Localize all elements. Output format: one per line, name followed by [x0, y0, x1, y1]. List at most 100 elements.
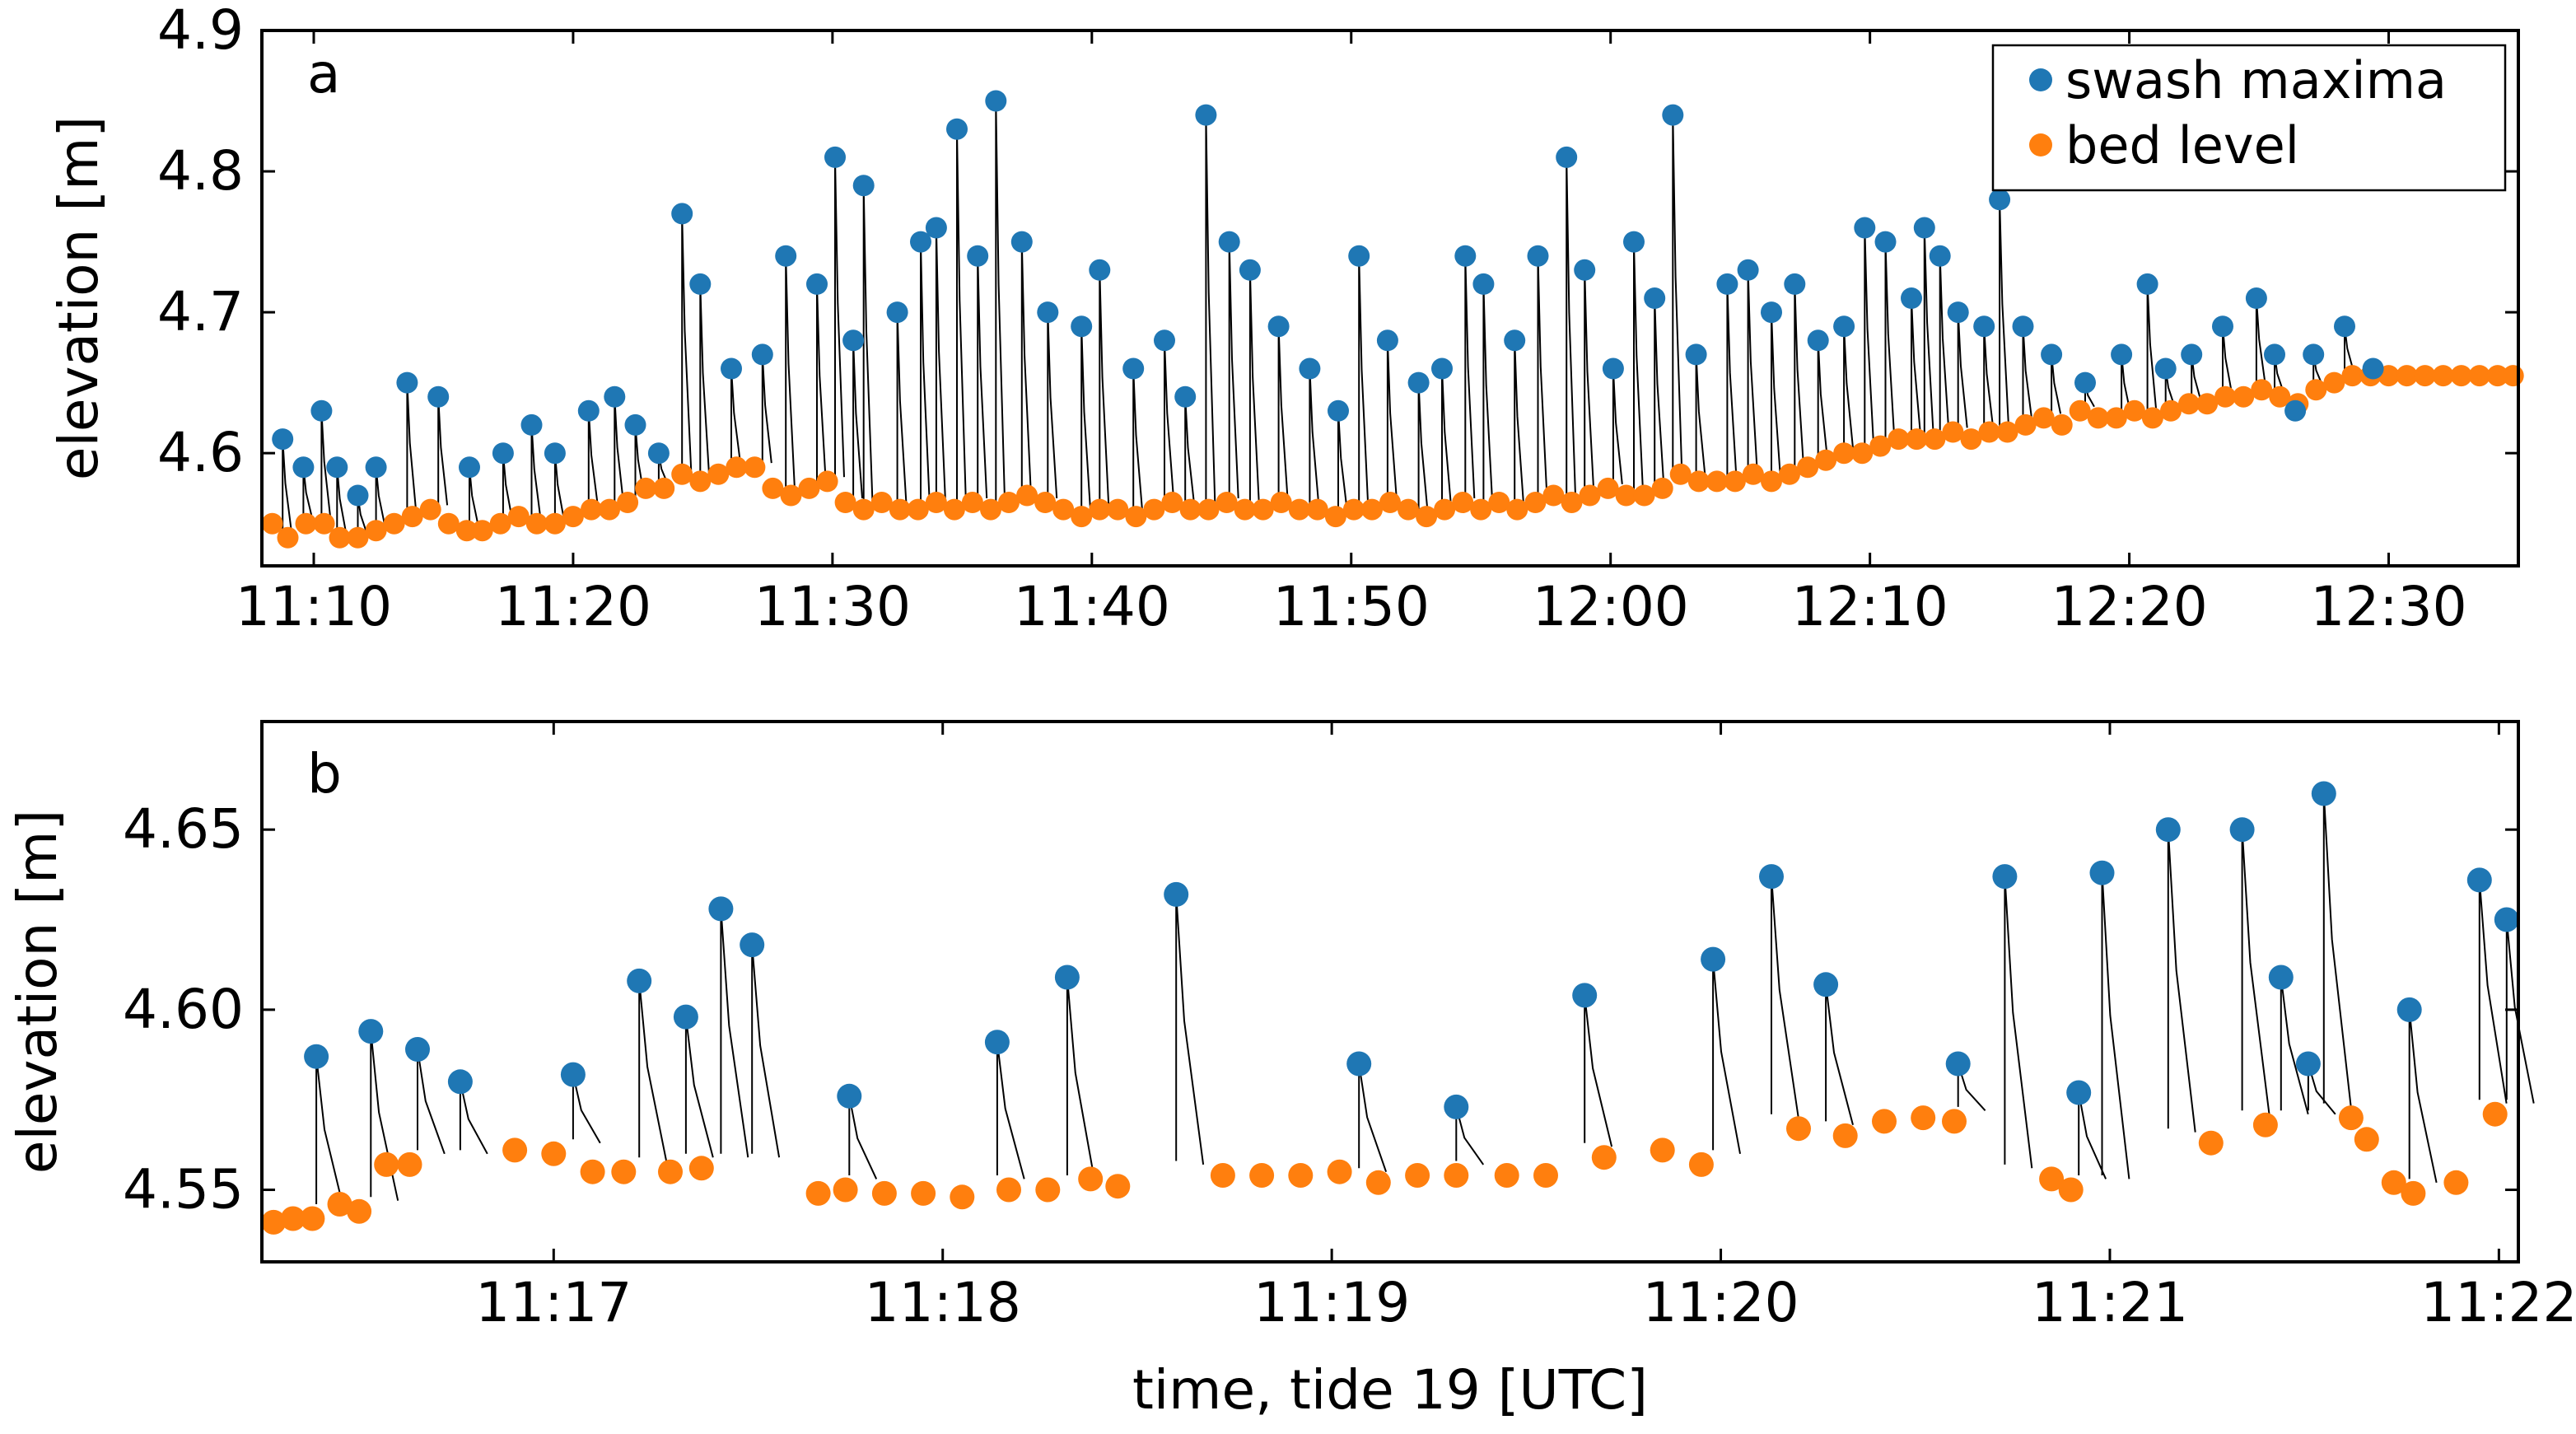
swash-trace — [1566, 156, 1577, 498]
swash-maximum-point — [2311, 781, 2336, 806]
bed-level-point — [1125, 506, 1147, 528]
bed-level-point — [1651, 477, 1673, 499]
bed-level-point — [2450, 365, 2472, 387]
swash-trace — [2241, 829, 2270, 1114]
bed-level-point — [870, 492, 893, 513]
bed-level-point — [1288, 1163, 1314, 1188]
swash-trace — [1726, 283, 1738, 478]
swash-trace — [2191, 354, 2202, 400]
swash-maximum-point — [925, 217, 947, 239]
bed-level-point — [1089, 498, 1111, 521]
bed-level-point — [1361, 498, 1383, 521]
bed-level-point — [1591, 1145, 1617, 1170]
swash-maximum-point — [1574, 259, 1596, 281]
bed-level-point — [2196, 393, 2219, 415]
bed-level-point — [295, 512, 317, 535]
legend-swash-maxima-marker — [2029, 68, 2052, 91]
swash-trace — [1175, 894, 1205, 1165]
swash-maximum-point — [1973, 315, 1995, 338]
swash-maximum-point — [1037, 301, 1059, 324]
bed-level-point — [419, 498, 441, 521]
bed-level-point — [1034, 492, 1057, 513]
bed-level-point — [1365, 1170, 1391, 1195]
swash-trace — [862, 185, 874, 506]
bed-level-point — [2251, 379, 2273, 401]
swash-trace — [1337, 410, 1348, 513]
bed-level-point — [911, 1180, 936, 1206]
swash-maximum-point — [544, 442, 566, 465]
y-tick-label: 4.6 — [157, 421, 244, 484]
bed-level-point — [507, 506, 530, 528]
swash-trace — [315, 1056, 344, 1208]
swash-trace — [1099, 269, 1110, 506]
swash-maximum-point — [447, 1069, 473, 1095]
x-tick-label: 12:30 — [2310, 575, 2466, 638]
swash-trace — [2121, 354, 2132, 414]
swash-trace — [1537, 255, 1548, 498]
swash-trace — [1695, 354, 1706, 478]
swash-trace — [459, 1081, 488, 1155]
bed-level-point — [1911, 1105, 1936, 1131]
swash-trace — [1817, 340, 1828, 456]
bed-level-point — [871, 1180, 897, 1206]
swash-trace — [2004, 876, 2033, 1169]
swash-maximum-point — [2245, 287, 2267, 309]
swash-maximum-point — [1527, 245, 1549, 267]
swash-maximum-point — [1122, 357, 1145, 380]
swash-maximum-point — [2154, 357, 2177, 380]
swash-maximum-point — [1328, 399, 1349, 422]
swash-trace — [282, 439, 293, 534]
swash-trace — [1884, 241, 1896, 442]
swash-trace — [730, 368, 741, 464]
swash-maximum-point — [1989, 189, 2011, 211]
swash-maximum-point — [1348, 245, 1370, 267]
swash-trace — [751, 945, 781, 1158]
bed-level-point — [2486, 365, 2508, 387]
swash-maximum-point — [310, 399, 333, 422]
swash-maximum-point — [1267, 315, 1290, 338]
bed-level-point — [489, 512, 511, 535]
swash-trace — [1066, 977, 1095, 1179]
swash-trace — [1983, 326, 1995, 428]
swash-trace — [1386, 340, 1398, 498]
bed-level-point — [816, 470, 838, 493]
y-tick-label: 4.55 — [123, 1158, 244, 1221]
bed-level-point — [1906, 428, 1928, 451]
bed-level-point — [1107, 498, 1129, 521]
bed-level-point — [261, 1209, 287, 1235]
swash-maximum-point — [708, 896, 734, 922]
bed-level-point — [541, 1141, 567, 1166]
panel-a-label: a — [307, 42, 340, 105]
x-tick-label: 11:19 — [1253, 1271, 1410, 1334]
swash-trace — [2051, 354, 2062, 414]
bed-level-point — [744, 456, 766, 479]
bed-level-point — [544, 512, 566, 535]
swash-maximum-point — [1685, 343, 1707, 366]
swash-maximum-point — [2362, 357, 2384, 380]
bed-level-point — [1542, 484, 1565, 507]
swash-trace — [977, 255, 988, 498]
swash-maximum-point — [647, 442, 670, 465]
swash-trace — [699, 283, 711, 478]
swash-maximum-point — [740, 932, 765, 958]
bed-level-point — [1851, 442, 1874, 465]
swash-maximum-point — [946, 118, 968, 140]
bed-level-point — [1143, 498, 1165, 521]
bed-level-point — [1324, 506, 1346, 528]
swash-trace — [2307, 1063, 2336, 1115]
swash-maximum-point — [1947, 301, 1969, 324]
swash-trace — [1957, 312, 1968, 428]
panel-a-swash-traces — [282, 100, 2382, 535]
swash-trace — [406, 382, 418, 513]
panel-b-x-axis-label: time, tide 19 [UTC] — [1132, 1358, 1648, 1422]
bed-level-point — [2468, 365, 2490, 387]
bed-level-point — [1779, 463, 1800, 485]
swash-maximum-point — [671, 203, 693, 225]
bed-level-point — [996, 1177, 1021, 1203]
swash-trace — [2408, 1009, 2438, 1184]
bed-level-point — [1832, 1123, 1858, 1148]
swash-maximum-point — [2466, 867, 2492, 893]
swash-maximum-point — [775, 245, 797, 267]
bed-level-point — [437, 512, 460, 535]
swash-maximum-point — [1556, 146, 1578, 168]
